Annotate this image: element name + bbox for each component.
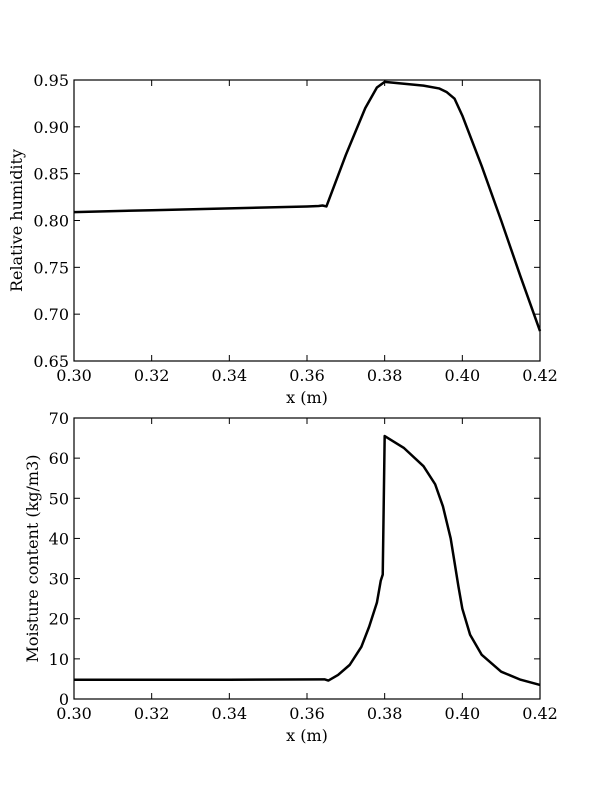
relative-humidity-ylabel: Relative humidity — [7, 149, 26, 292]
moisture-content-ytick-label: 10 — [49, 650, 69, 669]
relative-humidity-xlabel: x (m) — [286, 388, 328, 407]
moisture-content-ticks: 0.30 0.32 0.34 0.36 0.38 0.40 0.42 0 10 20 30 40 50 6… — [49, 409, 558, 723]
moisture-content-xtick-label: 0.40 — [445, 704, 481, 723]
relative-humidity-ytick-label: 0.65 — [33, 352, 69, 371]
moisture-content-plot-frame — [73, 417, 541, 700]
moisture-content-ytick-label: 0 — [59, 690, 69, 709]
moisture-content-ytick-label: 60 — [49, 449, 69, 468]
relative-humidity-ticks: 0.30 0.32 0.34 0.36 0.38 0.40 0.42 0.65 0.70 0.75… — [33, 71, 557, 385]
moisture-content-ytick-label: 50 — [49, 489, 69, 508]
moisture-content-xtick-label: 0.30 — [56, 704, 92, 723]
relative-humidity-ytick-label: 0.75 — [33, 258, 69, 277]
relative-humidity-xtick-label: 0.42 — [522, 366, 558, 385]
relative-humidity-ytick-label: 0.80 — [33, 212, 69, 231]
moisture-content-xtick-label: 0.36 — [289, 704, 325, 723]
moisture-content-xtick-label: 0.38 — [367, 704, 403, 723]
moisture-content-ytick-label: 70 — [49, 409, 69, 428]
moisture-content-ytick-label: 20 — [49, 610, 69, 629]
moisture-content-ylabel: Moisture content (kg/m3) — [23, 454, 42, 662]
relative-humidity-xtick-label: 0.38 — [367, 366, 403, 385]
relative-humidity-plot-frame — [73, 79, 541, 362]
moisture-content-line — [74, 434, 541, 687]
moisture-content-xtick-label: 0.32 — [134, 704, 170, 723]
relative-humidity-ytick-label: 0.95 — [33, 71, 69, 90]
moisture-content-ytick-label: 30 — [49, 570, 69, 589]
relative-humidity-xtick-label: 0.36 — [289, 366, 325, 385]
relative-humidity-chart: 0.30 0.32 0.34 0.36 0.38 0.40 0.42 0.65 0.70 0.75… — [7, 71, 558, 407]
moisture-content-chart: 0.30 0.32 0.34 0.36 0.38 0.40 0.42 0 10 20 30 40 50 6… — [23, 409, 558, 745]
moisture-content-ytick-label: 40 — [49, 529, 69, 548]
moisture-content-xtick-label: 0.42 — [522, 704, 558, 723]
relative-humidity-ytick-label: 0.70 — [33, 305, 69, 324]
relative-humidity-xtick-label: 0.34 — [212, 366, 248, 385]
relative-humidity-ytick-label: 0.90 — [33, 118, 69, 137]
moisture-content-xtick-label: 0.34 — [212, 704, 248, 723]
relative-humidity-ytick-label: 0.85 — [33, 165, 69, 184]
relative-humidity-line — [73, 80, 542, 332]
relative-humidity-xtick-label: 0.32 — [134, 366, 170, 385]
moisture-content-xlabel: x (m) — [286, 726, 328, 745]
relative-humidity-xtick-label: 0.30 — [56, 366, 92, 385]
relative-humidity-xtick-label: 0.40 — [445, 366, 481, 385]
